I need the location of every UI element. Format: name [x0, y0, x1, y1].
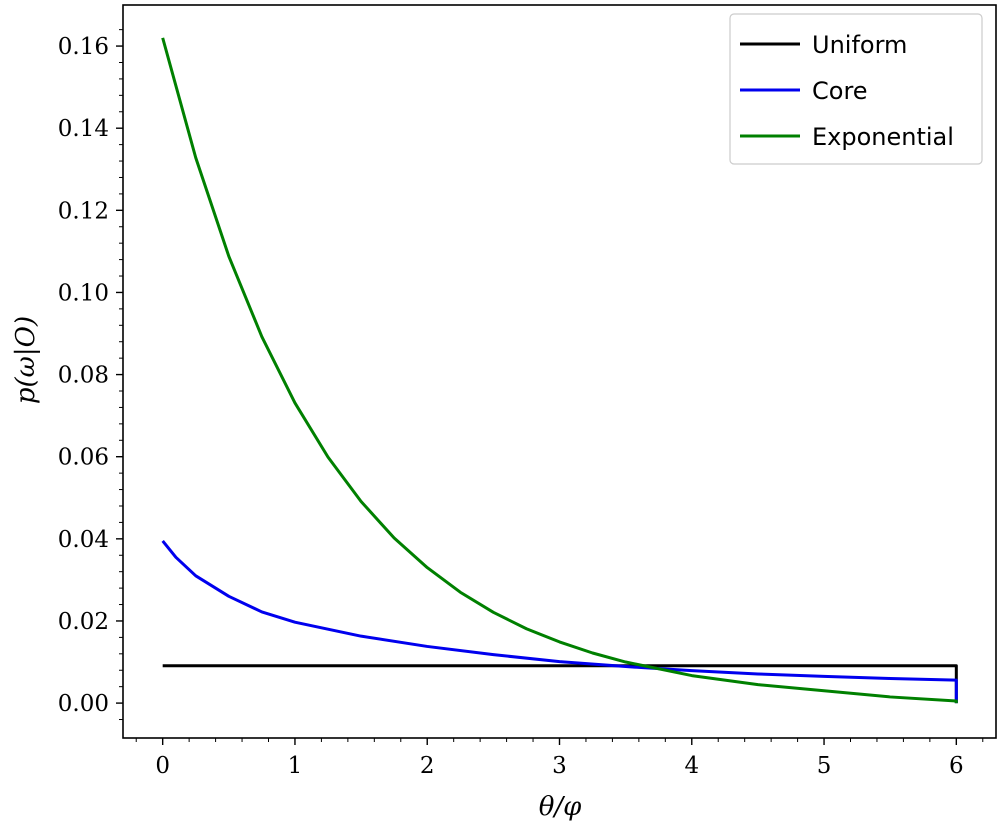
y-tick-label: 0.10: [58, 280, 109, 306]
y-tick-label: 0.04: [58, 527, 109, 553]
y-tick-label: 0.16: [58, 34, 109, 60]
y-axis-label: p(ω|O): [11, 316, 41, 404]
legend-label-core: Core: [812, 77, 868, 105]
x-tick-label: 1: [288, 753, 303, 779]
y-tick-label: 0.08: [58, 363, 109, 389]
series-layer: [161, 37, 958, 704]
x-tick-label: 5: [817, 753, 832, 779]
y-tick-label: 0.14: [58, 116, 109, 142]
x-tick-label: 3: [552, 753, 567, 779]
x-tick-label: 4: [684, 753, 699, 779]
series-line-exponential: [161, 37, 958, 704]
series-line-uniform: [162, 664, 958, 704]
legend-label-exponential: Exponential: [812, 123, 954, 151]
series-line-core: [161, 539, 958, 704]
legend-label-uniform: Uniform: [812, 31, 907, 59]
ticks-layer: 0 1 2 3 4 5 6 0.00 0.02 0.04 0.06 0.08 0.10 0.12 0.14 0…: [58, 29, 984, 779]
x-tick-label: 0: [155, 753, 170, 779]
y-tick-label: 0.12: [58, 198, 109, 224]
legend-box: [729, 13, 983, 165]
x-axis-label: θ/φ: [539, 792, 582, 822]
y-tick-label: 0.00: [58, 691, 109, 717]
x-tick-label: 2: [420, 753, 435, 779]
y-tick-label: 0.06: [58, 445, 109, 471]
y-tick-label: 0.02: [58, 609, 109, 635]
x-tick-label: 6: [949, 753, 964, 779]
legend: Uniform Core Exponential: [729, 13, 983, 165]
